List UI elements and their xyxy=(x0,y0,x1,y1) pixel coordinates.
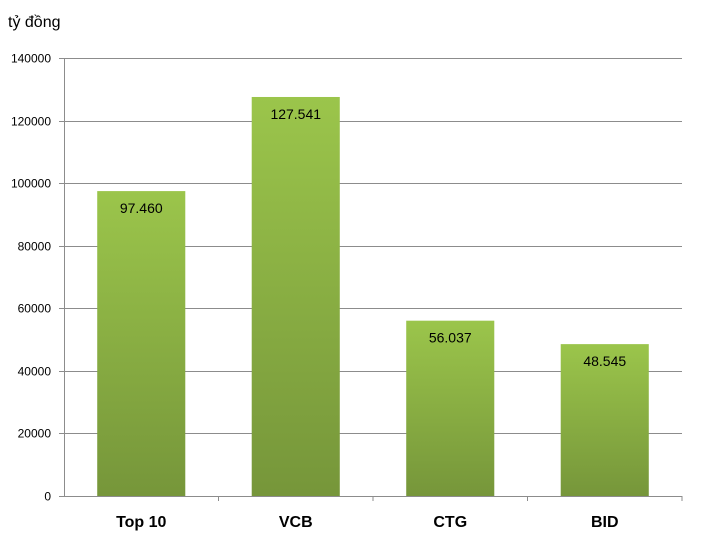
y-tick-label: 40000 xyxy=(18,365,52,379)
x-tick-label: CTG xyxy=(433,514,467,531)
bar-top-10 xyxy=(97,191,186,497)
data-label: 56.037 xyxy=(429,330,472,346)
x-tick-label: Top 10 xyxy=(116,514,166,531)
bar-vcb xyxy=(251,96,340,496)
data-label: 97.460 xyxy=(120,200,163,216)
axes xyxy=(59,58,683,501)
y-tick-label: 100000 xyxy=(11,177,51,191)
y-tick-label: 60000 xyxy=(18,302,52,316)
y-tick-label: 20000 xyxy=(18,427,52,441)
bar-ctg xyxy=(406,320,495,496)
bar-bid xyxy=(560,344,649,496)
y-tick-label: 120000 xyxy=(11,115,51,129)
bars xyxy=(97,96,649,497)
y-tick-label: 140000 xyxy=(11,52,51,66)
y-tick-label: 0 xyxy=(44,490,51,504)
data-label: 48.545 xyxy=(583,353,626,369)
labels: 0 20000 40000 60000 80000 100000 120000 140000 9… xyxy=(11,52,626,532)
x-tick-label: BID xyxy=(591,514,619,531)
y-axis-unit-label: tỷ đồng xyxy=(8,14,61,31)
x-tick-label: VCB xyxy=(279,514,313,531)
y-tick-label: 80000 xyxy=(18,240,52,254)
data-label: 127.541 xyxy=(270,106,321,122)
